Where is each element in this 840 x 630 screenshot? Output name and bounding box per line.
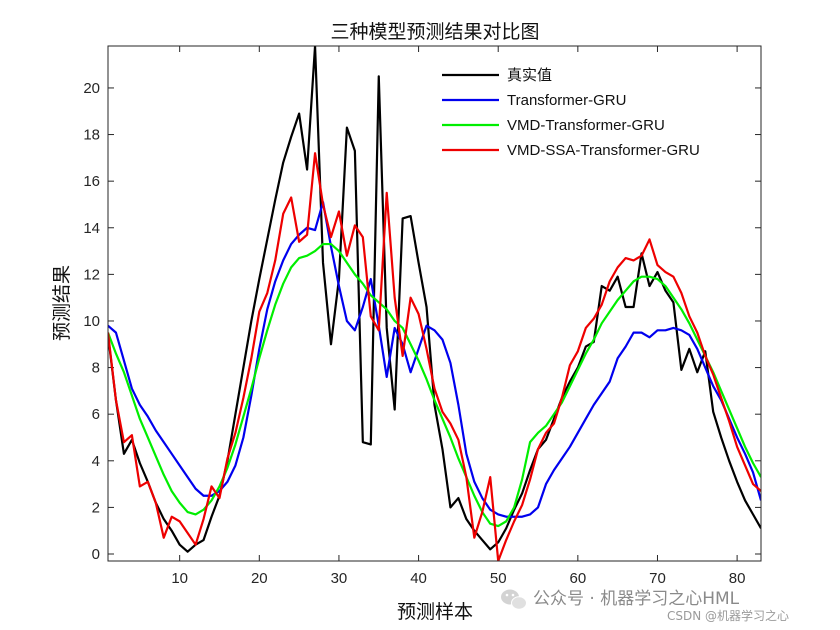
series-line-vmd-transformer-gru [108, 242, 761, 528]
y-tick-label: 20 [83, 80, 100, 97]
series-layer [108, 46, 761, 561]
y-tick-label: 0 [92, 546, 100, 563]
plot-area [108, 46, 761, 561]
legend-label: 真实值 [507, 66, 552, 84]
y-tick-label: 10 [83, 313, 100, 330]
y-tick-label: 2 [92, 499, 100, 516]
legend: 真实值 Transformer-GRU VMD-Transformer-GRU VMD… [442, 66, 700, 159]
y-axis-label: 预测结果 [51, 265, 73, 341]
series-line-vmd-ssa-transformer-gru [108, 152, 761, 561]
y-tick-label: 16 [83, 173, 100, 190]
x-tick-label: 50 [490, 570, 507, 587]
x-tick-label: 40 [410, 570, 427, 587]
series-line-true-value [108, 46, 761, 553]
watermark-subtext: CSDN @机器学习之心 [667, 608, 789, 623]
watermark-text: 公众号 · 机器学习之心HML [533, 589, 740, 609]
y-tick-label: 12 [83, 266, 100, 283]
y-tick-label: 6 [92, 406, 100, 423]
y-tick-label: 8 [92, 360, 100, 377]
x-tick-label: 70 [649, 570, 666, 587]
x-axis-label: 预测样本 [397, 601, 473, 623]
watermark: 公众号 · 机器学习之心HML CSDN @机器学习之心 [501, 589, 789, 623]
legend-label: VMD-SSA-Transformer-GRU [507, 142, 700, 159]
x-tick-label: 30 [331, 570, 348, 587]
x-tick-label: 10 [171, 570, 188, 587]
y-tick-label: 14 [83, 220, 100, 237]
chart-title: 三种模型预测结果对比图 [330, 21, 539, 43]
y-tick-label: 4 [92, 453, 100, 470]
y-tick-label: 18 [83, 127, 100, 144]
plot-frame [107, 45, 762, 562]
legend-label: VMD-Transformer-GRU [507, 117, 665, 134]
wechat-icon [501, 589, 527, 610]
legend-label: Transformer-GRU [507, 92, 626, 109]
x-tick-label: 20 [251, 570, 268, 587]
x-tick-label: 60 [569, 570, 586, 587]
x-tick-label: 80 [729, 570, 746, 587]
tick-layer: 10 20 30 40 50 60 70 80 0 2 4 6 8 10 12 14 16 18 20 [83, 46, 761, 587]
